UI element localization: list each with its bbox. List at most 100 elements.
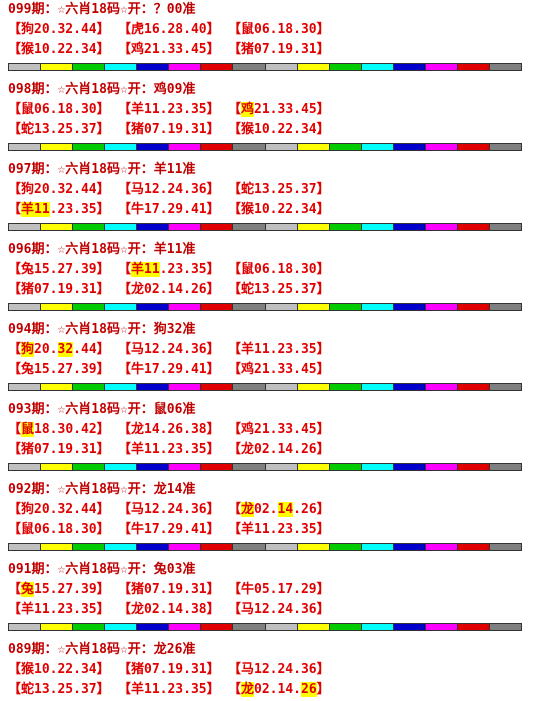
item-text: 【猴10.22.34】 [8, 662, 110, 677]
color-segment [201, 144, 234, 150]
color-separator [8, 463, 522, 471]
item-text: 【马12.24.36】 [228, 602, 330, 617]
highlighted-text: 14 [277, 502, 294, 517]
color-segment [137, 384, 170, 390]
prediction-item: 【猪07.19.31】 [118, 580, 228, 600]
item-text: 【 [228, 682, 242, 697]
color-separator [8, 303, 522, 311]
color-segment [73, 304, 106, 310]
prediction-item: 【马12.24.36】 [228, 600, 338, 620]
period-block: 092期：☆六肖18码☆开：龙14准 【狗20.32.44】 【马12.24.36】… [0, 480, 540, 560]
item-text: 【鼠06.18.30】 [228, 22, 330, 37]
color-segment [425, 224, 458, 230]
highlighted-text: 26 [301, 682, 317, 697]
color-segment [457, 64, 490, 70]
color-separator [8, 223, 522, 231]
color-segment [489, 224, 521, 230]
color-segment [105, 464, 138, 470]
prediction-item: 【龙02.14.26】 [228, 500, 338, 520]
item-text: 02. [254, 502, 278, 517]
color-segment [137, 304, 170, 310]
item-text: 【鸡21.33.45】 [118, 42, 220, 57]
color-segment [329, 224, 362, 230]
prediction-item: 【狗20.32.44】 [8, 500, 118, 520]
color-segment [361, 304, 394, 310]
period-title: 091期：☆六肖18码☆开：兔03准 [8, 562, 196, 577]
color-segment [265, 464, 298, 470]
prediction-item: 【牛17.29.41】 [118, 200, 228, 220]
color-segment [329, 304, 362, 310]
item-text: 【狗20.32.44】 [8, 22, 110, 37]
color-segment [41, 544, 74, 550]
item-text: 【羊11.23.35】 [118, 682, 220, 697]
period-title: 096期：☆六肖18码☆开：羊11准 [8, 242, 196, 257]
item-text: 【马12.24.36】 [118, 502, 220, 517]
prediction-row: 【鼠18.30.42】 【龙14.26.38】 【鸡21.33.45】 [8, 420, 540, 440]
color-segment [105, 384, 138, 390]
period-block: 094期：☆六肖18码☆开：狗32准 【狗20.32.44】 【马12.24.36】… [0, 320, 540, 400]
color-segment [201, 464, 234, 470]
color-segment [361, 224, 394, 230]
prediction-item: 【龙02.14.38】 [118, 600, 228, 620]
color-segment [361, 64, 394, 70]
color-segment [169, 464, 202, 470]
item-text: 【羊11.23.35】 [228, 522, 330, 537]
color-segment [265, 144, 298, 150]
color-segment [73, 624, 106, 630]
prediction-item: 【羊11.23.35】 [228, 520, 338, 540]
color-segment [201, 224, 234, 230]
color-segment [41, 384, 74, 390]
color-segment [201, 64, 234, 70]
color-segment [489, 624, 521, 630]
item-text: 【 [8, 422, 22, 437]
period-title: 094期：☆六肖18码☆开：狗32准 [8, 322, 196, 337]
color-segment [297, 224, 330, 230]
item-text: 18.30.42】 [34, 422, 110, 437]
color-segment [297, 304, 330, 310]
item-text: 【蛇13.25.37】 [8, 122, 110, 137]
color-segment [393, 464, 426, 470]
prediction-item: 【猪07.19.31】 [228, 40, 338, 60]
prediction-item: 【虎16.28.40】 [118, 20, 228, 40]
color-segment [329, 544, 362, 550]
prediction-row: 【鼠06.18.30】 【牛17.29.41】 【羊11.23.35】 [8, 520, 540, 540]
item-text: 15.27.39】 [34, 582, 110, 597]
prediction-item: 【猪07.19.31】 [118, 120, 228, 140]
color-segment [329, 624, 362, 630]
color-segment [201, 624, 234, 630]
color-segment [137, 224, 170, 230]
color-segment [105, 224, 138, 230]
prediction-item: 【马12.24.36】 [228, 660, 338, 680]
prediction-row: 【鼠06.18.30】 【羊11.23.35】 【鸡21.33.45】 [8, 100, 540, 120]
prediction-item: 【牛05.17.29】 [228, 580, 338, 600]
prediction-row: 【羊11.23.35】 【牛17.29.41】 【猴10.22.34】 [8, 200, 540, 220]
prediction-item: 【龙02.14.26】 [228, 440, 338, 460]
period-block: 097期：☆六肖18码☆开：羊11准 【狗20.32.44】 【马12.24.36】… [0, 160, 540, 240]
color-segment [201, 304, 234, 310]
color-segment [73, 64, 106, 70]
prediction-item: 【羊11.23.35】 [118, 100, 228, 120]
color-segment [73, 384, 106, 390]
highlighted-text: 羊11 [131, 262, 160, 277]
prediction-row: 【狗20.32.44】 【马12.24.36】 【龙02.14.26】 [8, 500, 540, 520]
prediction-row: 【兔15.27.39】 【羊11.23.35】 【鼠06.18.30】 [8, 260, 540, 280]
item-text: 【马12.24.36】 [118, 342, 220, 357]
color-segment [297, 64, 330, 70]
prediction-item: 【马12.24.36】 [118, 180, 228, 200]
color-segment [457, 144, 490, 150]
prediction-item: 【猪07.19.31】 [118, 660, 228, 680]
color-segment [425, 624, 458, 630]
color-segment [105, 304, 138, 310]
prediction-item: 【鼠06.18.30】 [228, 260, 338, 280]
color-segment [105, 544, 138, 550]
prediction-item: 【鸡21.33.45】 [118, 40, 228, 60]
color-segment [393, 304, 426, 310]
period-block: 098期：☆六肖18码☆开：鸡09准 【鼠06.18.30】 【羊11.23.35】… [0, 80, 540, 160]
color-segment [457, 224, 490, 230]
prediction-item: 【龙02.14.26】 [228, 680, 338, 700]
prediction-item: 【龙02.14.26】 [118, 280, 228, 300]
color-separator [8, 63, 522, 71]
color-segment [361, 464, 394, 470]
color-separator [8, 383, 522, 391]
